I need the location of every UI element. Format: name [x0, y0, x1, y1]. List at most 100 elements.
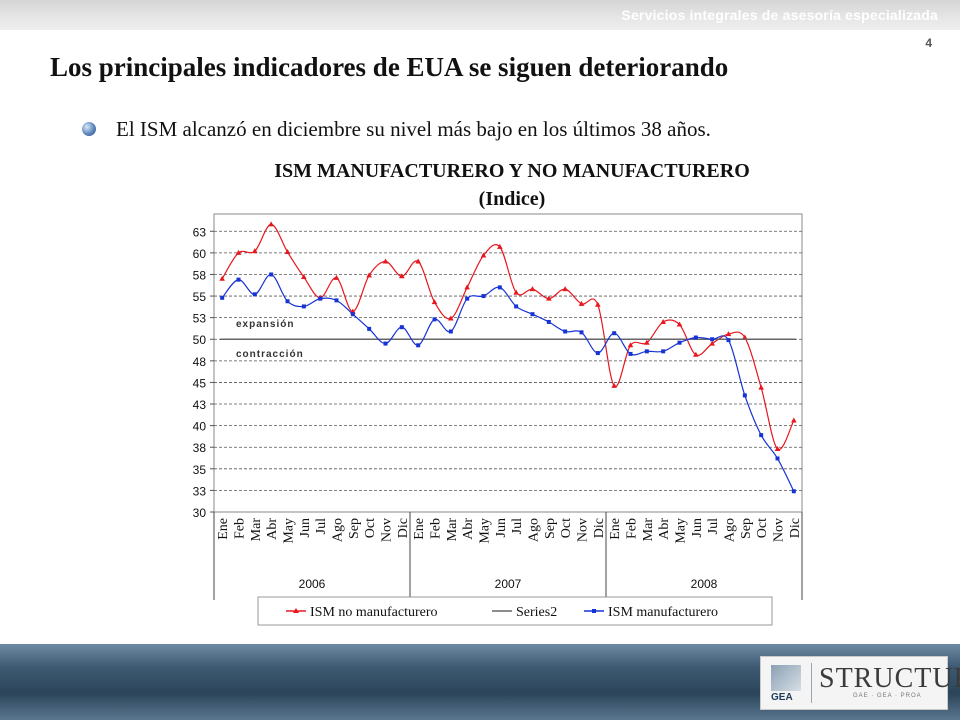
data-point-no-manufacturero: [219, 275, 225, 281]
data-point-no-manufacturero: [382, 258, 389, 264]
x-tick-label: Jul: [510, 518, 525, 534]
data-point-manufacturero: [334, 298, 339, 303]
data-point-manufacturero: [710, 337, 715, 342]
data-point-manufacturero: [220, 295, 225, 300]
x-tick-label: Nov: [772, 518, 787, 542]
year-label: 2006: [299, 577, 326, 591]
x-tick-label: Ago: [331, 518, 346, 542]
data-point-no-manufacturero: [644, 339, 650, 345]
company-logo: GEA STRUCTURA GAE · GEA · PROA: [760, 656, 960, 710]
data-point-manufacturero: [269, 272, 274, 277]
y-tick-label: 33: [193, 484, 207, 498]
data-point-manufacturero: [481, 294, 486, 299]
x-tick-label: Mar: [445, 518, 460, 542]
data-point-manufacturero: [628, 351, 633, 356]
y-tick-label: 40: [193, 420, 207, 434]
data-point-manufacturero: [563, 329, 568, 334]
data-point-manufacturero: [383, 341, 388, 346]
data-point-no-manufacturero: [284, 249, 291, 255]
data-point-no-manufacturero: [301, 274, 307, 280]
legend-marker: [293, 608, 299, 613]
x-tick-label: Ago: [723, 518, 738, 542]
x-tick-label: Feb: [625, 518, 640, 539]
data-point-no-manufacturero: [546, 295, 552, 301]
data-point-no-manufacturero: [693, 351, 699, 357]
data-point-no-manufacturero: [578, 300, 585, 306]
data-point-no-manufacturero: [513, 289, 519, 295]
data-point-manufacturero: [252, 292, 257, 297]
data-point-no-manufacturero: [660, 318, 666, 324]
data-point-no-manufacturero: [676, 321, 683, 327]
annotation-expansion: expansión: [236, 319, 294, 330]
x-tick-label: Sep: [739, 518, 754, 539]
data-point-no-manufacturero: [399, 273, 405, 279]
x-tick-label: May: [282, 518, 297, 544]
x-tick-label: Feb: [233, 518, 248, 539]
x-tick-label: Dic: [788, 518, 803, 538]
x-tick-label: Oct: [559, 518, 574, 538]
legend-label: Series2: [516, 605, 557, 620]
data-point-manufacturero: [399, 325, 404, 330]
legend-marker: [592, 609, 596, 613]
structura-logo-subtext: GAE · GEA · PROA: [853, 693, 922, 699]
data-point-manufacturero: [318, 296, 323, 301]
y-tick-label: 38: [193, 441, 207, 455]
data-point-manufacturero: [514, 304, 519, 309]
y-tick-label: 45: [193, 376, 207, 390]
data-point-manufacturero: [759, 433, 764, 438]
y-tick-label: 53: [193, 312, 207, 326]
chart-subtitle: (Indice): [478, 188, 546, 210]
bullet-icon: [82, 122, 96, 136]
x-tick-label: May: [478, 518, 493, 544]
data-point-no-manufacturero: [480, 252, 487, 258]
data-point-manufacturero: [448, 329, 453, 334]
annotation-contraccion: contracción: [236, 349, 304, 360]
y-tick-label: 58: [193, 268, 207, 282]
data-point-manufacturero: [661, 349, 666, 354]
data-point-manufacturero: [612, 331, 617, 336]
year-label: 2007: [495, 577, 522, 591]
x-tick-label: Oct: [363, 518, 378, 538]
x-tick-label: Mar: [249, 518, 264, 542]
x-tick-label: Jun: [298, 518, 313, 537]
data-point-no-manufacturero: [333, 274, 340, 280]
legend-label: ISM no manufacturero: [310, 605, 438, 620]
page-number: 4: [925, 36, 932, 50]
data-point-manufacturero: [465, 296, 470, 301]
data-point-no-manufacturero: [725, 331, 732, 337]
legend-box: [257, 596, 773, 626]
x-tick-label: Sep: [347, 518, 362, 539]
data-point-no-manufacturero: [252, 248, 258, 254]
data-point-manufacturero: [791, 489, 796, 494]
data-point-no-manufacturero: [758, 384, 764, 390]
data-point-no-manufacturero: [497, 243, 503, 249]
data-point-no-manufacturero: [366, 272, 372, 278]
gea-logo-mark: [771, 665, 801, 691]
data-point-no-manufacturero: [709, 340, 715, 346]
y-tick-label: 60: [193, 247, 207, 261]
x-tick-label: Abr: [657, 518, 672, 540]
data-point-no-manufacturero: [595, 301, 601, 307]
data-point-manufacturero: [775, 456, 780, 461]
data-point-no-manufacturero: [627, 342, 634, 348]
x-tick-label: Oct: [755, 518, 770, 538]
x-tick-label: Abr: [461, 518, 476, 540]
slide-title: Los principales indicadores de EUA se si…: [50, 52, 729, 82]
gea-logo-text: GEA: [771, 692, 793, 703]
data-point-manufacturero: [644, 349, 649, 354]
data-point-manufacturero: [416, 343, 421, 348]
x-tick-label: May: [674, 518, 689, 544]
data-point-manufacturero: [742, 393, 747, 398]
y-tick-label: 30: [193, 506, 207, 520]
data-point-manufacturero: [726, 338, 731, 343]
data-point-manufacturero: [530, 312, 535, 317]
y-tick-label: 55: [193, 290, 207, 304]
data-point-no-manufacturero: [562, 286, 568, 292]
y-tick-label: 63: [193, 225, 207, 239]
x-tick-label: Dic: [592, 518, 607, 538]
data-point-no-manufacturero: [268, 221, 274, 227]
data-point-no-manufacturero: [464, 284, 470, 290]
x-tick-label: Jun: [494, 518, 509, 537]
x-tick-label: Ene: [216, 518, 231, 540]
